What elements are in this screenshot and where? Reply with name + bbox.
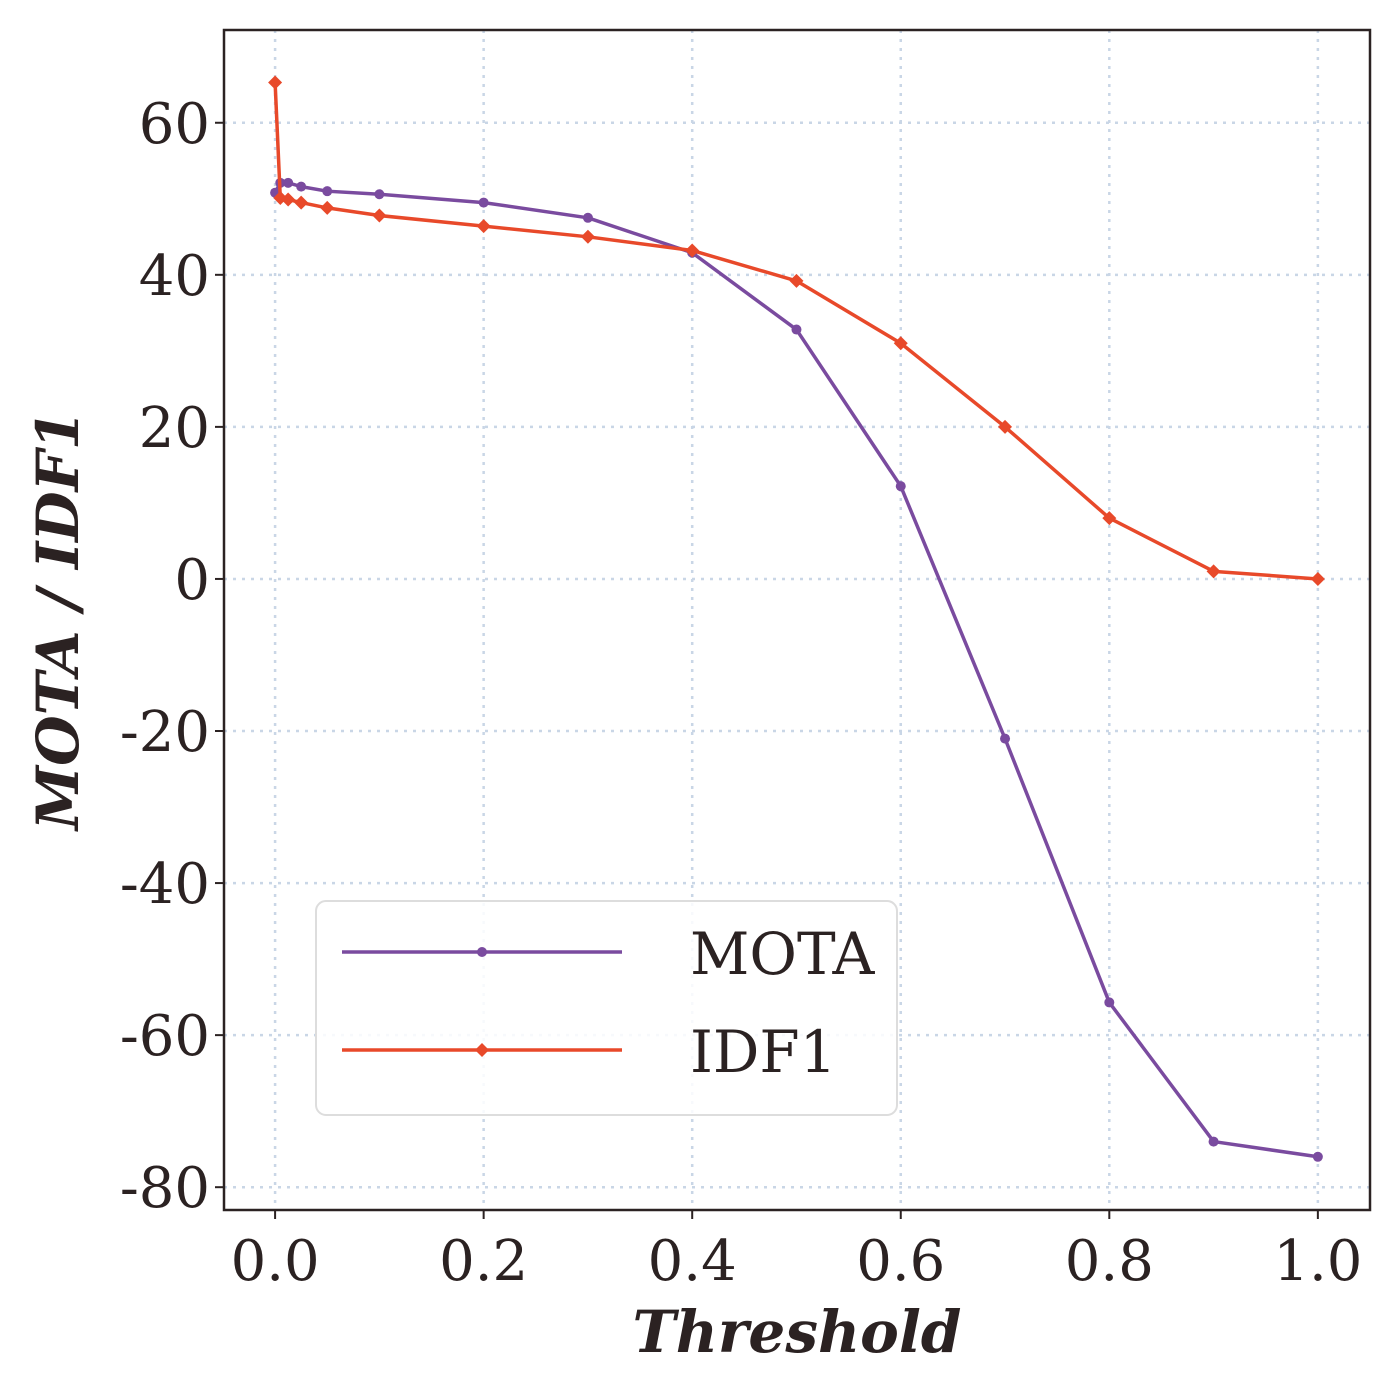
data-point (893, 336, 908, 351)
data-point (283, 177, 294, 188)
y-axis-label: MOTA / IDF1 (24, 410, 92, 832)
legend-marker (475, 1043, 489, 1057)
series-layer (268, 75, 1325, 1162)
y-tick-label: -40 (120, 852, 210, 917)
x-tick-label: 0.6 (856, 1229, 945, 1294)
legend-item-idf1: IDF1 (342, 1018, 837, 1086)
y-tick-label: 0 (174, 548, 210, 613)
y-tick-label: 20 (139, 396, 210, 461)
y-tick-label: 40 (139, 244, 210, 309)
x-tick-label: 0.4 (648, 1229, 737, 1294)
data-point (294, 195, 309, 210)
data-point (478, 197, 489, 208)
legend-label: IDF1 (690, 1018, 837, 1086)
data-point (1102, 511, 1117, 526)
data-point (582, 212, 593, 223)
data-point (374, 189, 385, 200)
x-axis: 0.0 0.2 0.4 0.6 0.8 1.0 (231, 1210, 1362, 1294)
data-point (1206, 564, 1221, 579)
plot-frame (222, 28, 1372, 1212)
data-point (685, 243, 700, 258)
data-point (580, 229, 595, 244)
data-point (998, 419, 1013, 434)
y-tick-label: -80 (120, 1156, 210, 1221)
data-point (296, 181, 307, 192)
data-point (789, 273, 804, 288)
data-point (791, 324, 802, 335)
data-point (322, 186, 333, 197)
y-tick-label: -20 (120, 700, 210, 765)
data-point (1310, 571, 1325, 586)
x-tick-label: 0.8 (1065, 1229, 1154, 1294)
x-tick-label: 0.0 (231, 1229, 320, 1294)
legend-label: MOTA (690, 920, 875, 988)
data-point (1104, 997, 1115, 1008)
data-point (281, 192, 296, 207)
data-point (1208, 1136, 1219, 1147)
data-point (1000, 733, 1011, 744)
x-tick-label: 1.0 (1273, 1229, 1362, 1294)
legend-marker (477, 947, 487, 957)
y-tick-label: -60 (120, 1004, 210, 1069)
data-point (1312, 1151, 1323, 1162)
data-point (320, 200, 335, 215)
legend-item-mota: MOTA (342, 920, 875, 988)
series-mota (270, 177, 1323, 1162)
data-point (895, 481, 906, 492)
data-point (476, 219, 491, 234)
data-point (268, 75, 283, 90)
x-tick-label: 0.2 (439, 1229, 528, 1294)
legend: MOTA IDF1 (315, 900, 898, 1116)
x-axis-label: Threshold (633, 1298, 962, 1366)
y-tick-label: 60 (139, 92, 210, 157)
series-idf1 (268, 75, 1325, 586)
legend-box (315, 900, 898, 1116)
y-axis: 60 40 20 0 -20 -40 -60 -80 (120, 92, 224, 1221)
data-point (372, 208, 387, 223)
